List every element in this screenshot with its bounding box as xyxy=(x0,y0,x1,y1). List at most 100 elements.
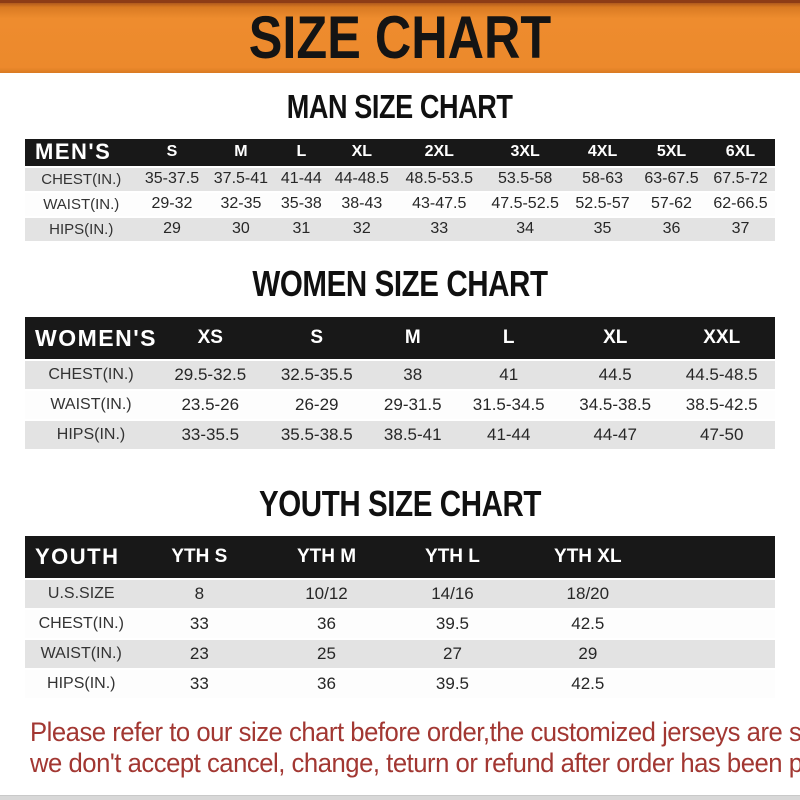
measurement-value: 48.5-53.5 xyxy=(405,170,474,188)
size-column-header: 6XL xyxy=(705,138,775,166)
measurement-label: HIPS(IN.) xyxy=(56,426,126,444)
measurement-value: 23.5-26 xyxy=(181,395,240,415)
measurement-value: 25 xyxy=(317,644,336,664)
measurement-value: 31.5-34.5 xyxy=(472,395,545,415)
measurement-value: 57-62 xyxy=(651,195,692,213)
measurement-label: WAIST(IN.) xyxy=(40,645,122,663)
section-men: MAN SIZE CHART MEN'S S M L XL 2XL 3XL 4XL 5XL 6XL… xyxy=(0,88,800,243)
measurement-value: 33 xyxy=(430,220,449,238)
spacer-cell xyxy=(663,610,776,638)
measurement-value: 34.5-38.5 xyxy=(579,395,652,415)
measurement-value: 35-38 xyxy=(280,195,322,213)
measurement-value: 44-47 xyxy=(593,425,637,445)
size-column-header: M xyxy=(206,138,276,166)
measurement-value: 8 xyxy=(194,584,205,604)
measurement-value: 38.5-41 xyxy=(383,425,442,445)
measurement-value: 37 xyxy=(731,220,750,238)
measurement-row: HIPS(IN.) 33 36 39.5 42.5 xyxy=(25,670,776,699)
measurement-row: WAIST(IN.) 23.5-26 26-29 29-31.5 31.5-34.5 34… xyxy=(25,391,775,420)
size-column-header: YTH S xyxy=(137,536,262,579)
measurement-row: HIPS(IN.) 29 30 31 32 33 34 35 36 37 xyxy=(25,217,775,241)
measurement-value: 33 xyxy=(189,614,209,634)
measurement-value: 29 xyxy=(578,644,598,664)
measurement-label: WAIST(IN.) xyxy=(50,396,132,414)
size-table-header-row: WOMEN'S XS S M L XL XXL xyxy=(25,317,775,360)
size-column-header: YTH XL xyxy=(513,536,663,579)
measurement-value: 43-47.5 xyxy=(412,195,467,213)
size-column-header: YTH M xyxy=(261,536,392,579)
measurement-label: HIPS(IN.) xyxy=(47,675,116,693)
size-column-header: 3XL xyxy=(482,138,569,166)
women-section-heading: WOMEN SIZE CHART xyxy=(0,262,800,304)
size-table-header-row: YOUTH YTH S YTH M YTH L YTH XL xyxy=(25,536,775,579)
measurement-value: 36 xyxy=(317,614,336,634)
measurement-row: HIPS(IN.) 33-35.5 35.5-38.5 38.5-41 41-44 44-… xyxy=(25,421,775,450)
section-women: WOMEN SIZE CHART WOMEN'S XS S M L XL XXL CHEST(… xyxy=(0,262,800,452)
men-size-table: MEN'S S M L XL 2XL 3XL 4XL 5XL 6XL CHEST(IN.) 35-37… xyxy=(25,137,775,243)
measurement-value: 67.5-72 xyxy=(713,170,768,188)
measurement-value: 41 xyxy=(499,365,519,385)
measurement-value: 39.5 xyxy=(435,674,470,694)
measurement-value: 29 xyxy=(163,220,181,238)
measurement-value: 30 xyxy=(232,220,250,238)
measurement-value: 41-44 xyxy=(486,425,531,445)
measurement-label: CHEST(IN.) xyxy=(48,366,134,384)
size-column-header: YTH L xyxy=(391,536,514,579)
measurement-value: 38 xyxy=(403,365,423,385)
size-column-header: XS xyxy=(157,317,264,360)
spacer-cell xyxy=(663,670,776,698)
size-column-header: L xyxy=(275,138,328,166)
measurement-value: 29.5-32.5 xyxy=(174,365,247,385)
measurement-label: U.S.SIZE xyxy=(47,585,115,603)
measurement-row: CHEST(IN.) 33 36 39.5 42.5 xyxy=(25,610,776,639)
bottom-divider xyxy=(0,795,800,800)
measurement-value: 14/16 xyxy=(431,584,474,604)
size-chart-content: MAN SIZE CHART MEN'S S M L XL 2XL 3XL 4XL 5XL 6XL… xyxy=(0,88,800,700)
women-section-heading-text: WOMEN SIZE CHART xyxy=(252,262,548,304)
measurement-value: 29-31.5 xyxy=(383,395,442,415)
size-column-header: XL xyxy=(561,317,669,360)
men-section-heading-text: MAN SIZE CHART xyxy=(287,88,513,125)
measurement-label: CHEST(IN.) xyxy=(41,170,122,188)
measurement-value: 47-50 xyxy=(699,425,744,445)
youth-section-heading-text: YOUTH SIZE CHART xyxy=(258,483,542,525)
measurement-value: 37.5-41 xyxy=(213,170,269,188)
size-column-header: 4XL xyxy=(568,138,638,166)
measurement-value: 62-66.5 xyxy=(713,195,768,213)
spacer-cell xyxy=(663,640,776,668)
size-column-header: 2XL xyxy=(396,138,483,166)
measurement-value: 42.5 xyxy=(571,674,605,694)
measurement-value: 52.5-57 xyxy=(575,195,630,213)
measurement-row: CHEST(IN.) 35-37.5 37.5-41 41-44 44-48.5 48.5… xyxy=(25,167,775,191)
measurement-value: 44.5-48.5 xyxy=(685,365,758,385)
table-corner-label: YOUTH xyxy=(25,536,138,579)
size-column-header: 5XL xyxy=(637,138,706,166)
measurement-value: 10/12 xyxy=(305,584,348,604)
size-column-header: XXL xyxy=(668,317,775,360)
measurement-value: 39.5 xyxy=(435,614,470,634)
measurement-value: 27 xyxy=(443,644,462,664)
measurement-value: 44-48.5 xyxy=(334,170,389,188)
measurement-value: 32-35 xyxy=(220,195,262,213)
measurement-label: HIPS(IN.) xyxy=(49,220,114,238)
measurement-value: 33 xyxy=(189,674,209,694)
measurement-value: 31 xyxy=(292,220,311,238)
measurement-value: 33-35.5 xyxy=(181,425,240,445)
notice-line-1: Please refer to our size chart before or… xyxy=(30,717,800,748)
measurement-value: 38-43 xyxy=(341,195,383,213)
size-column-header: L xyxy=(455,317,562,360)
measurement-value: 44.5 xyxy=(598,365,632,385)
measurement-value: 36 xyxy=(662,220,681,238)
measurement-value: 23 xyxy=(189,644,209,664)
measurement-value: 36 xyxy=(317,674,336,694)
banner: SIZE CHART xyxy=(0,0,800,73)
measurement-value: 18/20 xyxy=(566,584,610,604)
measurement-value: 47.5-52.5 xyxy=(491,195,559,213)
measurement-value: 41-44 xyxy=(280,170,322,188)
spacer-cell xyxy=(662,536,775,579)
measurement-row: CHEST(IN.) 29.5-32.5 32.5-35.5 38 41 44.5 44.5… xyxy=(25,361,775,390)
youth-size-table: YOUTH YTH S YTH M YTH L YTH XL U.S.SIZE 8 10/12… xyxy=(25,534,775,700)
order-notice: Please refer to our size chart before or… xyxy=(30,717,800,778)
measurement-value: 53.5-58 xyxy=(498,170,553,188)
